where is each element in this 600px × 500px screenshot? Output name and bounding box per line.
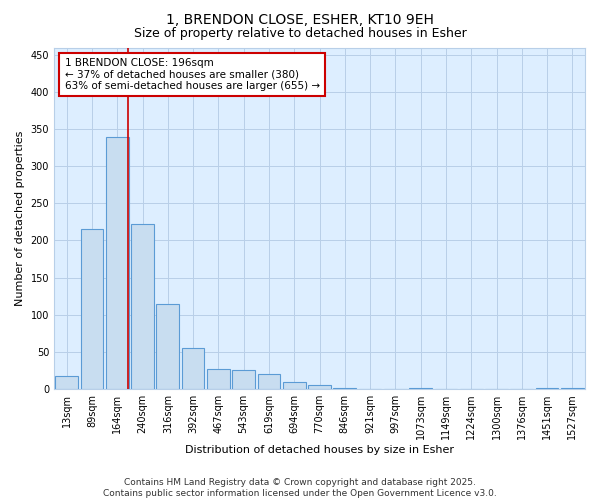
Bar bbox=[80, 228, 103, 389]
Bar bbox=[106, 136, 128, 389]
Text: 1, BRENDON CLOSE, ESHER, KT10 9EH: 1, BRENDON CLOSE, ESHER, KT10 9EH bbox=[166, 12, 434, 26]
X-axis label: Distribution of detached houses by size in Esher: Distribution of detached houses by size … bbox=[185, 445, 454, 455]
Bar bbox=[157, 304, 179, 389]
Bar bbox=[257, 374, 280, 389]
Bar bbox=[536, 388, 559, 389]
Bar bbox=[334, 388, 356, 389]
Text: Contains HM Land Registry data © Crown copyright and database right 2025.
Contai: Contains HM Land Registry data © Crown c… bbox=[103, 478, 497, 498]
Bar bbox=[308, 384, 331, 389]
Bar bbox=[207, 369, 230, 389]
Text: Size of property relative to detached houses in Esher: Size of property relative to detached ho… bbox=[134, 28, 466, 40]
Bar bbox=[561, 388, 584, 389]
Y-axis label: Number of detached properties: Number of detached properties bbox=[15, 130, 25, 306]
Bar bbox=[283, 382, 305, 389]
Bar bbox=[131, 224, 154, 389]
Text: 1 BRENDON CLOSE: 196sqm
← 37% of detached houses are smaller (380)
63% of semi-d: 1 BRENDON CLOSE: 196sqm ← 37% of detache… bbox=[65, 58, 320, 91]
Bar bbox=[182, 348, 205, 389]
Bar bbox=[55, 376, 78, 389]
Bar bbox=[409, 388, 432, 389]
Bar bbox=[232, 370, 255, 389]
